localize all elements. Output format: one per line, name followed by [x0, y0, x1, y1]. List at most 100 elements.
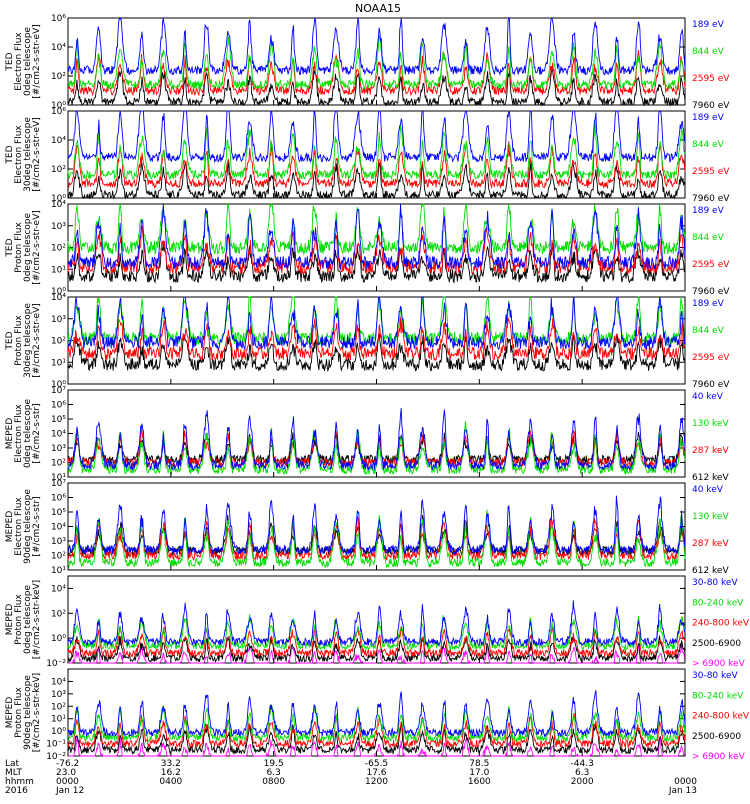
panel-7-series-2 — [67, 635, 686, 664]
panel-7-ylabel-line: [#/cm2-s-str-keV] — [32, 580, 42, 659]
legend-label: 844 eV — [692, 47, 725, 57]
ytick-label: 10² — [51, 72, 66, 82]
panel-1-series-3 — [67, 35, 686, 91]
legend-label: 612 keV — [692, 473, 729, 483]
panel-4-series-2 — [67, 316, 686, 362]
panel-8-series-5 — [67, 690, 686, 738]
ytick-label: 10⁰ — [51, 727, 66, 737]
ytick-label: 10⁰ — [51, 194, 66, 204]
panel-3-series-1 — [67, 240, 686, 284]
panel-5-series-3 — [67, 421, 686, 476]
panel-6-ylabel-line: [#/cm2-s-str] — [32, 496, 42, 556]
ytick-label: 10² — [51, 165, 66, 175]
legend-label: 2500-6900 — [692, 732, 741, 742]
legend-label: 2595 eV — [692, 74, 730, 84]
panel-3-ylabel-line: 0deg telescope — [23, 213, 33, 283]
panel-1-series-2 — [67, 50, 686, 97]
panel-2-ylabel-line: Electron Flux — [14, 125, 24, 184]
ytick-label: 10⁴ — [51, 677, 66, 687]
figure-title: NOAA15 — [355, 2, 401, 15]
legend-label: 240-800 keV — [692, 619, 750, 629]
xtick-label: 19.5 — [264, 759, 284, 769]
ytick-label: 10⁻¹ — [46, 740, 66, 750]
ytick-label: 10⁵ — [51, 415, 66, 425]
xtick-label: 6.3 — [267, 768, 281, 778]
ytick-label: 10² — [51, 337, 66, 347]
ytick-label: 10⁴ — [51, 200, 66, 210]
legend-label: > 6900 keV — [692, 752, 746, 762]
panel-1-ylabel-line: [#/cm2-s-str-eV] — [32, 24, 42, 99]
x-row-label: MLT — [5, 768, 23, 778]
ytick-label: 10¹ — [51, 566, 66, 576]
ytick-label: 10¹ — [51, 358, 66, 368]
ytick-label: 10² — [51, 552, 66, 562]
legend-label: 844 eV — [692, 233, 725, 243]
panel-3-ylabel-line: Proton Flux — [14, 222, 24, 273]
ytick-label: 10⁴ — [51, 523, 66, 533]
panel-frame-2 — [67, 110, 686, 199]
panel-2-series-4 — [67, 109, 686, 164]
ytick-label: 10³ — [51, 690, 66, 700]
panel-7-ylabel-line: MEPED — [5, 604, 15, 636]
xtick-label: 17.6 — [366, 768, 386, 778]
ytick-label: 10⁰ — [51, 101, 66, 111]
ytick-label: 10⁰ — [51, 380, 66, 390]
legend-label: 130 keV — [692, 512, 729, 522]
ytick-label: 10² — [51, 609, 66, 619]
panel-4-series-4 — [67, 296, 686, 351]
xtick-label: 33.2 — [161, 759, 181, 769]
panel-5-ylabel-line: [#/cm2-s-str] — [32, 403, 42, 463]
legend-label: 2595 eV — [692, 353, 730, 363]
ytick-label: 10⁴ — [51, 293, 66, 303]
xtick-label: 2000 — [571, 777, 594, 787]
panel-1-series-4 — [67, 16, 686, 77]
panel-8-ylabel-line: MEPED — [5, 697, 15, 729]
legend-label: 40 keV — [692, 485, 724, 495]
panel-7-series-3 — [67, 626, 686, 659]
legend-label: 612 keV — [692, 566, 729, 576]
legend-label: 287 keV — [692, 446, 729, 456]
legend-label: 7960 eV — [692, 287, 730, 297]
panel-6-series-4 — [67, 495, 686, 556]
panel-4-ylabel-line: 30deg telescope — [23, 303, 33, 378]
panel-7-ylabel-line: 0deg telescope — [23, 585, 33, 655]
ytick-label: 10⁰ — [51, 287, 66, 297]
legend-label: 2595 eV — [692, 167, 730, 177]
ytick-label: 10⁷ — [51, 386, 66, 396]
panel-1-ylabel-line: TED — [5, 52, 15, 71]
legend-label: 844 eV — [692, 326, 725, 336]
panel-8-ylabel-line: Proton Flux — [14, 687, 24, 738]
legend-label: 189 eV — [692, 113, 725, 123]
ytick-label: 10¹ — [51, 473, 66, 483]
panel-3-ylabel-line: TED — [5, 238, 15, 257]
panel-7-series-4 — [67, 614, 686, 651]
ytick-label: 10⁶ — [51, 401, 66, 411]
ytick-label: 10⁴ — [51, 43, 66, 53]
panel-3-ylabel-line: [#/cm2-s-str-eV] — [32, 210, 42, 285]
panel-4-ylabel-line: Proton Flux — [14, 315, 24, 366]
xtick-label: -44.3 — [571, 759, 594, 769]
xtick-label: 0000 — [674, 777, 697, 787]
legend-label: 80-240 keV — [692, 598, 744, 608]
ytick-label: 10³ — [51, 444, 66, 454]
ytick-label: 10³ — [51, 537, 66, 547]
ytick-label: 10¹ — [51, 265, 66, 275]
legend-label: 189 eV — [692, 299, 725, 309]
xtick-label: 1600 — [468, 777, 491, 787]
xtick-label: 0000 — [56, 777, 79, 787]
xtick-label: 23.0 — [56, 768, 76, 778]
xtick-label: 0400 — [159, 777, 182, 787]
legend-label: 30-80 keV — [692, 578, 738, 588]
legend-label: 844 eV — [692, 140, 725, 150]
legend-label: 40 keV — [692, 392, 724, 402]
ytick-label: 10⁶ — [51, 107, 66, 117]
panel-6-ylabel-line: 90deg telescope — [23, 489, 33, 564]
panel-2-ylabel-line: [#/cm2-s-str-eV] — [32, 117, 42, 192]
xtick-label: 6.3 — [575, 768, 589, 778]
panel-8-series-3 — [67, 712, 686, 749]
ytick-label: 10¹ — [51, 715, 66, 725]
panel-6-ylabel-line: Electron Flux — [14, 497, 24, 556]
panel-5-ylabel-line: 0deg telescope — [23, 399, 33, 469]
ytick-label: 10² — [51, 459, 66, 469]
